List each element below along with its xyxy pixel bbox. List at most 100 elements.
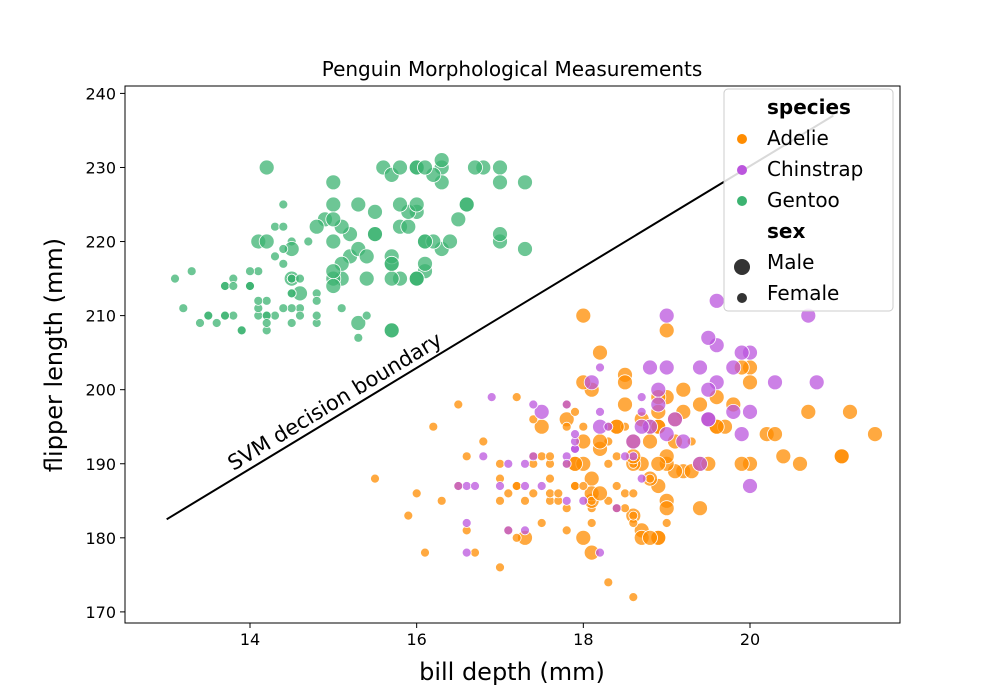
point-adelie-19 bbox=[603, 577, 614, 588]
point-adelie-145 bbox=[620, 503, 630, 514]
point-adelie-35 bbox=[495, 495, 505, 506]
x-axis: 14 16 18 20 bbox=[240, 623, 760, 649]
point-gentoo-114 bbox=[492, 174, 508, 191]
point-gentoo-59 bbox=[417, 255, 433, 272]
point-gentoo-115 bbox=[517, 174, 533, 191]
legend: species Adelie Chinstrap Gentoo sex Male… bbox=[723, 88, 894, 312]
point-gentoo-95 bbox=[383, 255, 400, 272]
legend-marker-chinstrap bbox=[737, 165, 747, 175]
point-chinstrap-7 bbox=[595, 406, 605, 417]
point-adelie-87 bbox=[453, 399, 464, 410]
chart-title: Penguin Morphological Measurements bbox=[322, 57, 703, 81]
point-gentoo-58 bbox=[286, 303, 297, 314]
point-chinstrap-11 bbox=[767, 374, 783, 391]
point-chinstrap-9 bbox=[733, 426, 750, 443]
point-adelie-67 bbox=[545, 488, 555, 499]
x-tick-label-18: 18 bbox=[573, 630, 593, 649]
point-gentoo-90 bbox=[286, 273, 297, 284]
point-gentoo-61 bbox=[358, 248, 375, 265]
point-adelie-93 bbox=[370, 473, 380, 484]
point-gentoo-106 bbox=[311, 295, 322, 306]
point-adelie-136 bbox=[528, 414, 539, 425]
legend-label-female: Female bbox=[767, 281, 839, 305]
point-gentoo-96 bbox=[228, 281, 239, 291]
point-gentoo-26 bbox=[270, 310, 280, 321]
y-tick-label-220: 220 bbox=[85, 233, 116, 252]
point-chinstrap-41 bbox=[536, 481, 547, 491]
point-gentoo-30 bbox=[353, 332, 364, 343]
point-chinstrap-64 bbox=[725, 359, 742, 376]
point-adelie-79 bbox=[642, 529, 658, 546]
point-chinstrap-18 bbox=[625, 433, 642, 450]
point-gentoo-18 bbox=[286, 318, 297, 328]
point-gentoo-85 bbox=[492, 159, 508, 176]
point-gentoo-88 bbox=[278, 303, 289, 314]
point-gentoo-56 bbox=[278, 258, 289, 269]
point-chinstrap-15 bbox=[708, 292, 725, 309]
point-adelie-9 bbox=[503, 488, 514, 499]
point-adelie-123 bbox=[575, 529, 592, 546]
point-chinstrap-52 bbox=[700, 381, 717, 398]
point-adelie-70 bbox=[575, 307, 592, 324]
point-adelie-50 bbox=[511, 392, 522, 403]
legend-box bbox=[723, 88, 894, 312]
point-adelie-131 bbox=[403, 510, 414, 521]
point-chinstrap-3 bbox=[636, 473, 647, 484]
point-chinstrap-67 bbox=[578, 495, 589, 506]
point-adelie-18 bbox=[867, 426, 883, 443]
point-gentoo-109 bbox=[392, 196, 408, 213]
point-chinstrap-19 bbox=[595, 362, 605, 373]
point-adelie-85 bbox=[570, 481, 580, 491]
point-adelie-78 bbox=[603, 458, 614, 469]
point-chinstrap-27 bbox=[658, 426, 675, 443]
point-gentoo-47 bbox=[350, 196, 367, 213]
point-gentoo-14 bbox=[295, 310, 305, 321]
point-gentoo-72 bbox=[211, 318, 222, 328]
point-chinstrap-20 bbox=[520, 481, 530, 491]
point-adelie-88 bbox=[775, 448, 792, 465]
point-chinstrap-38 bbox=[461, 518, 472, 528]
point-chinstrap-45 bbox=[620, 451, 630, 462]
point-chinstrap-22 bbox=[461, 547, 472, 558]
point-chinstrap-61 bbox=[633, 418, 650, 435]
point-chinstrap-56 bbox=[595, 547, 605, 558]
point-adelie-45 bbox=[411, 488, 422, 499]
point-adelie-112 bbox=[658, 322, 675, 339]
legend-label-gentoo: Gentoo bbox=[767, 188, 840, 212]
point-chinstrap-35 bbox=[478, 451, 489, 462]
legend-label-adelie: Adelie bbox=[767, 126, 829, 150]
point-chinstrap-12 bbox=[520, 458, 530, 469]
point-gentoo-39 bbox=[383, 322, 400, 339]
y-tick-label-210: 210 bbox=[85, 307, 116, 326]
point-adelie-16 bbox=[800, 403, 817, 420]
point-adelie-47 bbox=[692, 500, 708, 517]
point-gentoo-29 bbox=[350, 315, 367, 331]
point-chinstrap-32 bbox=[470, 481, 480, 491]
point-adelie-142 bbox=[570, 406, 580, 417]
y-axis: 170 180 190 200 210 220 230 240 bbox=[85, 84, 125, 622]
point-gentoo-118 bbox=[367, 226, 383, 243]
point-gentoo-68 bbox=[336, 303, 347, 314]
point-adelie-80 bbox=[428, 421, 439, 432]
point-adelie-41 bbox=[658, 500, 675, 517]
point-adelie-140 bbox=[578, 481, 589, 491]
point-chinstrap-58 bbox=[692, 455, 708, 472]
legend-marker-male bbox=[734, 259, 750, 275]
point-adelie-29 bbox=[470, 547, 480, 558]
point-adelie-146 bbox=[561, 421, 572, 432]
point-adelie-148 bbox=[650, 455, 667, 472]
legend-marker-adelie bbox=[737, 134, 747, 144]
point-gentoo-104 bbox=[253, 295, 264, 306]
point-gentoo-63 bbox=[325, 278, 342, 294]
point-gentoo-126 bbox=[325, 211, 342, 228]
point-gentoo-8 bbox=[195, 318, 205, 328]
point-chinstrap-30 bbox=[461, 481, 472, 491]
y-tick-label-230: 230 bbox=[85, 158, 116, 177]
point-adelie-147 bbox=[675, 381, 692, 398]
point-adelie-105 bbox=[617, 374, 633, 391]
y-tick-label-170: 170 bbox=[85, 603, 116, 622]
point-chinstrap-14 bbox=[503, 458, 514, 469]
point-adelie-144 bbox=[733, 455, 750, 472]
point-chinstrap-40 bbox=[700, 411, 717, 428]
x-tick-label-16: 16 bbox=[406, 630, 426, 649]
